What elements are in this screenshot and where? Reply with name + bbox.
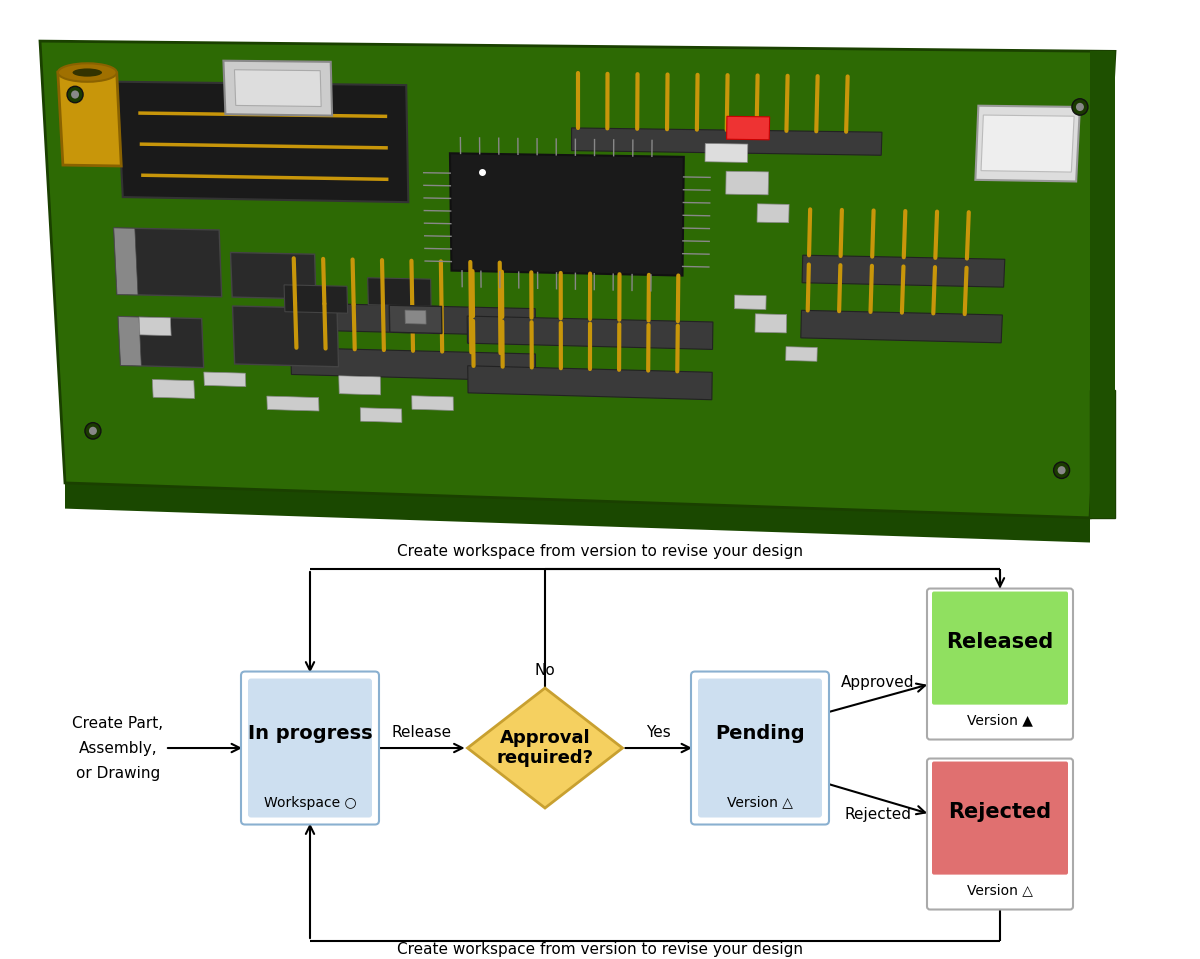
Text: Rejected: Rejected (844, 807, 911, 822)
Polygon shape (467, 316, 713, 349)
FancyBboxPatch shape (932, 592, 1068, 705)
Polygon shape (114, 228, 222, 297)
Polygon shape (234, 70, 322, 106)
Polygon shape (40, 41, 1115, 518)
Polygon shape (204, 372, 246, 386)
Polygon shape (726, 172, 768, 195)
Polygon shape (786, 347, 817, 362)
Polygon shape (152, 380, 194, 398)
Polygon shape (233, 306, 338, 366)
Text: Workspace ○: Workspace ○ (264, 796, 356, 809)
Circle shape (1072, 99, 1088, 115)
Polygon shape (223, 60, 332, 116)
Polygon shape (802, 255, 1004, 287)
Polygon shape (230, 252, 316, 299)
Polygon shape (65, 483, 1090, 543)
Polygon shape (450, 153, 684, 275)
Polygon shape (755, 314, 787, 333)
Polygon shape (118, 316, 142, 366)
Circle shape (67, 86, 83, 103)
Polygon shape (727, 116, 769, 140)
Polygon shape (757, 204, 790, 222)
Text: Released: Released (947, 632, 1054, 652)
Text: Yes: Yes (647, 724, 671, 739)
Text: No: No (535, 663, 556, 677)
Polygon shape (976, 105, 1080, 181)
Polygon shape (114, 228, 138, 294)
Text: Release: Release (391, 724, 451, 739)
Text: Version △: Version △ (967, 883, 1033, 898)
Polygon shape (389, 305, 442, 334)
Polygon shape (982, 115, 1074, 172)
Polygon shape (734, 295, 766, 310)
Text: Version △: Version △ (727, 796, 793, 809)
FancyBboxPatch shape (698, 679, 822, 817)
Circle shape (71, 90, 79, 99)
Polygon shape (118, 82, 408, 202)
Text: Rejected: Rejected (948, 803, 1051, 822)
Ellipse shape (58, 63, 116, 82)
Polygon shape (118, 316, 204, 367)
Polygon shape (58, 72, 121, 166)
Polygon shape (412, 396, 454, 410)
Text: Approval
required?: Approval required? (497, 729, 594, 767)
Polygon shape (571, 128, 882, 155)
FancyBboxPatch shape (928, 589, 1073, 739)
Polygon shape (1090, 390, 1115, 518)
Polygon shape (468, 365, 713, 400)
Polygon shape (389, 310, 442, 334)
Polygon shape (706, 144, 748, 162)
FancyBboxPatch shape (928, 759, 1073, 909)
FancyBboxPatch shape (241, 671, 379, 825)
Polygon shape (290, 347, 535, 381)
Ellipse shape (72, 68, 102, 77)
FancyBboxPatch shape (932, 761, 1068, 875)
Circle shape (1054, 462, 1069, 479)
Text: Create workspace from version to revise your design: Create workspace from version to revise … (397, 544, 803, 558)
Text: Create Part,: Create Part, (72, 715, 163, 731)
Polygon shape (1090, 52, 1115, 518)
Text: Create workspace from version to revise your design: Create workspace from version to revise … (397, 942, 803, 956)
Polygon shape (404, 310, 426, 324)
Circle shape (1057, 466, 1066, 475)
Text: Assembly,: Assembly, (79, 740, 157, 756)
Polygon shape (468, 688, 623, 808)
Circle shape (85, 423, 101, 439)
Polygon shape (266, 396, 319, 411)
Polygon shape (139, 317, 172, 336)
Text: In progress: In progress (247, 723, 372, 742)
Text: Version ▲: Version ▲ (967, 713, 1033, 728)
Polygon shape (289, 303, 535, 336)
Text: or Drawing: or Drawing (76, 765, 160, 781)
Polygon shape (338, 376, 380, 395)
Circle shape (89, 427, 97, 435)
Polygon shape (284, 285, 348, 314)
Text: Approved: Approved (841, 675, 914, 690)
Polygon shape (367, 278, 431, 306)
Circle shape (1076, 103, 1084, 111)
FancyBboxPatch shape (248, 679, 372, 817)
Text: Pending: Pending (715, 723, 805, 742)
FancyBboxPatch shape (691, 671, 829, 825)
Polygon shape (360, 408, 402, 423)
Polygon shape (800, 311, 1002, 342)
